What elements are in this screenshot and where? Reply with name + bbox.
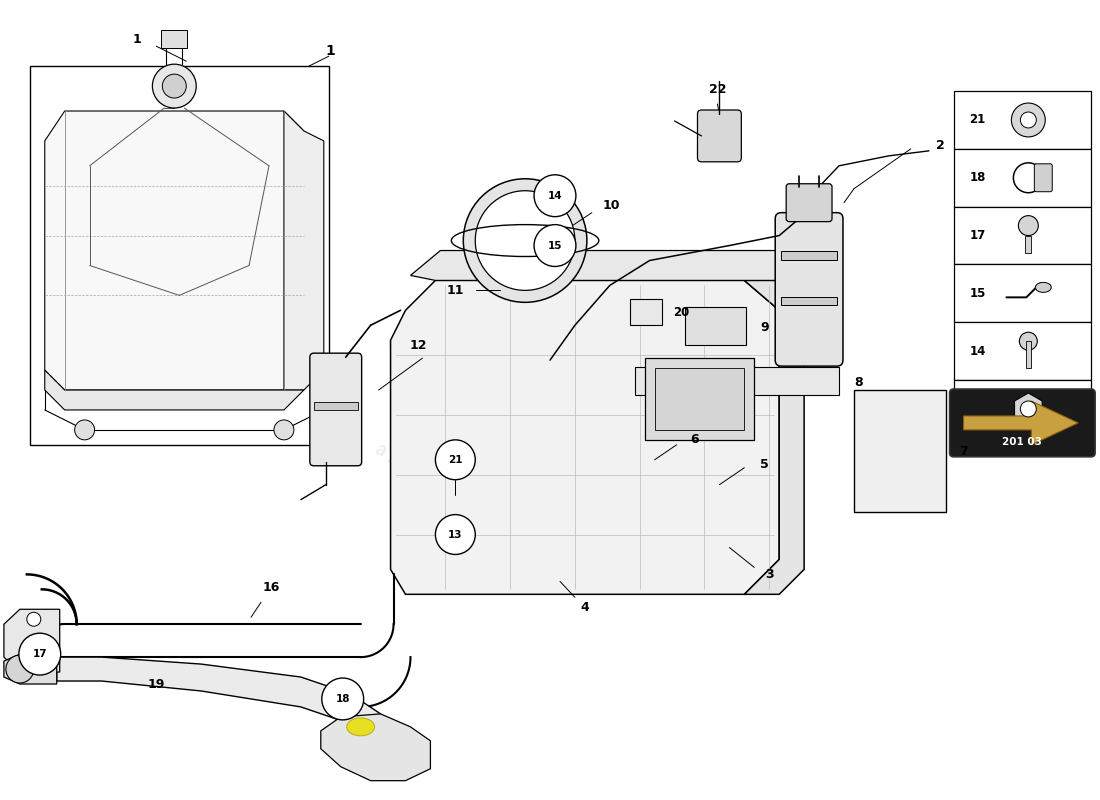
Text: 7: 7 [959, 446, 968, 458]
Bar [1025, 342, 1031, 368]
Bar [854, 390, 946, 512]
Text: 21: 21 [448, 454, 463, 465]
FancyBboxPatch shape [786, 184, 832, 222]
Ellipse shape [346, 718, 375, 736]
Bar [954, 265, 1091, 322]
Text: eurocarparts: eurocarparts [381, 318, 680, 462]
Circle shape [1019, 216, 1038, 235]
Text: 18: 18 [969, 171, 986, 184]
Text: 13: 13 [448, 530, 463, 539]
FancyBboxPatch shape [1034, 164, 1053, 192]
Text: 8: 8 [855, 375, 864, 389]
Text: 9: 9 [760, 321, 769, 334]
Polygon shape [4, 654, 57, 684]
Polygon shape [45, 370, 304, 410]
FancyBboxPatch shape [310, 353, 362, 466]
Circle shape [436, 514, 475, 554]
Polygon shape [284, 111, 323, 390]
Bar [629, 299, 661, 326]
FancyBboxPatch shape [949, 389, 1096, 457]
Text: 201 03: 201 03 [1002, 437, 1043, 447]
Circle shape [1021, 112, 1036, 128]
Bar [30, 66, 329, 445]
Bar [1025, 235, 1032, 253]
Text: 18: 18 [336, 694, 350, 704]
Circle shape [75, 420, 95, 440]
FancyBboxPatch shape [697, 110, 741, 162]
Circle shape [163, 74, 186, 98]
Polygon shape [745, 281, 804, 594]
Text: 5: 5 [760, 458, 769, 471]
Circle shape [322, 678, 364, 720]
Text: 17: 17 [33, 649, 47, 659]
Circle shape [475, 190, 575, 290]
Text: 17: 17 [969, 229, 986, 242]
Circle shape [26, 612, 41, 626]
Text: 6: 6 [690, 434, 698, 446]
Text: 1: 1 [326, 44, 336, 58]
Text: 15: 15 [548, 241, 562, 250]
Text: 2: 2 [936, 139, 945, 152]
Text: 1: 1 [132, 33, 141, 46]
Bar [162, 30, 187, 48]
Bar [954, 206, 1091, 265]
Circle shape [1020, 332, 1037, 350]
Text: 10: 10 [603, 199, 620, 212]
Bar [314, 402, 358, 410]
Circle shape [26, 655, 41, 669]
Circle shape [535, 174, 576, 217]
Text: 14: 14 [969, 345, 986, 358]
Bar [654, 368, 745, 430]
Circle shape [19, 633, 60, 675]
Circle shape [535, 225, 576, 266]
Circle shape [1021, 401, 1036, 417]
Text: 12: 12 [409, 338, 427, 352]
Text: 4: 4 [581, 601, 590, 614]
Text: 20: 20 [673, 306, 690, 319]
Circle shape [436, 440, 475, 480]
Polygon shape [45, 111, 304, 390]
Circle shape [6, 655, 34, 683]
Circle shape [1011, 103, 1045, 137]
Text: 13: 13 [969, 402, 986, 415]
Polygon shape [410, 250, 804, 281]
Text: 14: 14 [548, 190, 562, 201]
Text: 16: 16 [262, 581, 279, 594]
Text: 15: 15 [969, 287, 986, 300]
Text: a passion for cars since 1965: a passion for cars since 1965 [373, 440, 607, 540]
Polygon shape [390, 281, 779, 594]
Bar [954, 91, 1091, 149]
Bar [781, 298, 837, 306]
FancyBboxPatch shape [776, 213, 843, 366]
Text: 19: 19 [147, 678, 165, 690]
Ellipse shape [1035, 282, 1052, 292]
Text: 22: 22 [708, 82, 726, 95]
Circle shape [274, 420, 294, 440]
Circle shape [463, 178, 587, 302]
Polygon shape [964, 401, 1078, 445]
Text: 11: 11 [447, 284, 464, 297]
Bar [954, 322, 1091, 380]
Bar [635, 367, 839, 395]
Bar [781, 250, 837, 261]
Polygon shape [1014, 393, 1042, 425]
Text: 3: 3 [764, 568, 773, 581]
Polygon shape [4, 610, 59, 672]
Bar [645, 358, 755, 440]
Circle shape [153, 64, 196, 108]
Text: 21: 21 [969, 114, 986, 126]
Polygon shape [321, 714, 430, 781]
Bar [954, 149, 1091, 206]
Bar [684, 307, 746, 345]
Polygon shape [57, 657, 381, 739]
Bar [954, 380, 1091, 438]
